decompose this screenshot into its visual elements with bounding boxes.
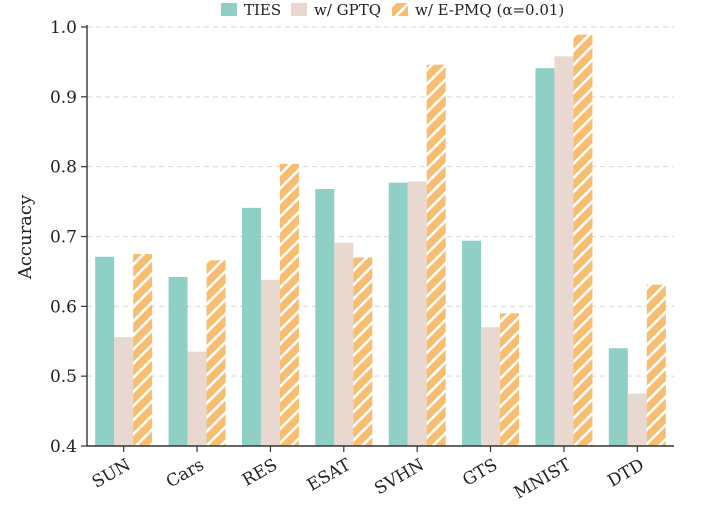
bar-sun-series-1 — [114, 337, 134, 446]
y-tick-label: 1.0 — [50, 18, 77, 38]
y-axis-label: Accuracy — [15, 194, 36, 280]
bar-gts-series-2 — [500, 313, 520, 446]
bar-res-series-1 — [260, 279, 280, 446]
bars — [95, 34, 666, 447]
legend: TIES w/ GPTQ w/ E-PMQ (α=0.01) — [221, 1, 564, 19]
y-tick-label: 0.8 — [50, 158, 77, 178]
x-tick-label: GTS — [459, 455, 501, 491]
bar-mnist-series-1 — [554, 56, 574, 446]
bar-gts-series-1 — [481, 327, 501, 446]
bar-cars-series-2 — [206, 260, 226, 446]
legend-swatch-ties — [221, 3, 237, 16]
bar-res-series-0 — [241, 207, 261, 446]
legend-label-epmq: w/ E-PMQ (α=0.01) — [415, 1, 564, 19]
bar-cars-series-1 — [187, 351, 207, 446]
bar-esat-series-2 — [353, 257, 373, 446]
bar-esat-series-1 — [334, 242, 354, 446]
bar-dtd-series-2 — [646, 284, 666, 446]
y-tick-label: 0.7 — [50, 228, 77, 248]
x-tick-label: RES — [239, 455, 281, 491]
y-tick-label: 0.4 — [50, 437, 77, 457]
x-tick-label: ESAT — [304, 455, 355, 496]
y-tick-label: 0.5 — [50, 367, 77, 387]
y-tick-label: 0.6 — [50, 297, 77, 317]
bar-mnist-series-2 — [573, 34, 593, 446]
bar-esat-series-0 — [315, 189, 335, 446]
x-tick-label: SVHN — [371, 455, 428, 499]
bar-svhn-series-2 — [426, 64, 446, 447]
legend-swatch-epmq — [392, 3, 408, 16]
bar-sun-series-2 — [133, 253, 153, 446]
bar-cars-series-0 — [168, 277, 188, 446]
bar-svhn-series-1 — [407, 181, 427, 446]
bar-svhn-series-0 — [388, 182, 408, 446]
x-tick-label: DTD — [604, 455, 647, 492]
bar-dtd-series-1 — [627, 393, 647, 446]
x-tick-label: Cars — [163, 455, 208, 492]
legend-label-gptq: w/ GPTQ — [314, 1, 381, 19]
legend-label-ties: TIES — [244, 1, 281, 19]
bar-res-series-2 — [279, 163, 299, 446]
bar-gts-series-0 — [462, 240, 482, 446]
bar-sun-series-0 — [95, 256, 115, 446]
bar-dtd-series-0 — [608, 348, 628, 446]
y-tick-label: 0.9 — [50, 88, 77, 108]
bar-mnist-series-0 — [535, 68, 555, 447]
x-tick-label: MNIST — [511, 455, 575, 504]
legend-swatch-gptq — [291, 3, 307, 16]
x-tick-label: SUN — [89, 455, 134, 493]
